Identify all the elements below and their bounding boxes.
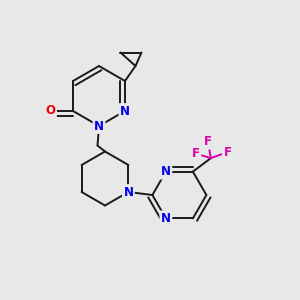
Text: F: F [224,146,231,159]
Text: F: F [204,135,212,148]
Text: N: N [123,185,134,199]
Text: N: N [120,104,130,118]
Text: N: N [161,212,171,225]
Text: N: N [161,165,171,178]
Text: O: O [46,104,56,118]
Text: N: N [94,119,104,133]
Text: F: F [192,147,200,160]
